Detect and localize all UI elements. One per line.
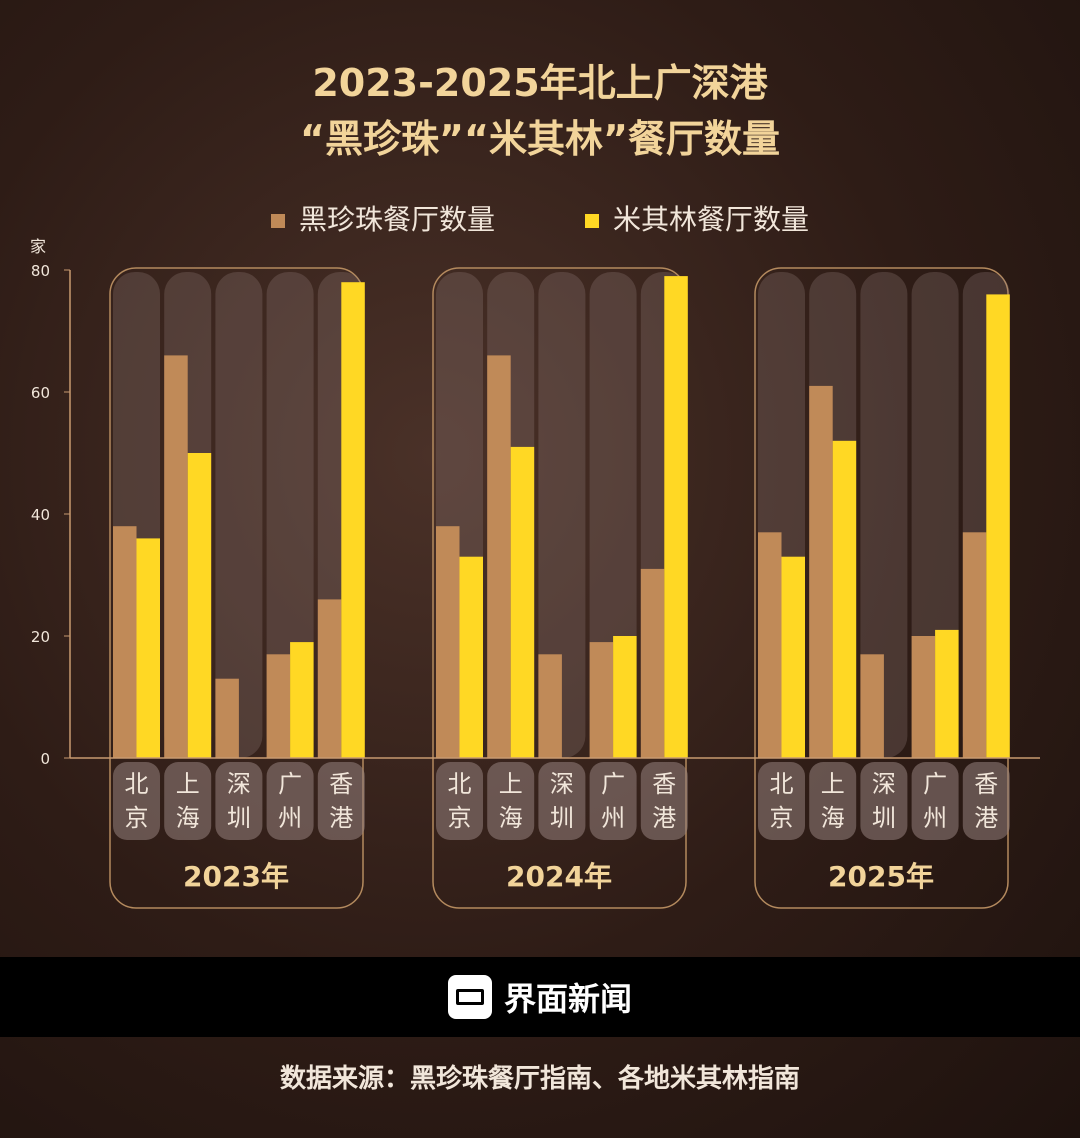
bar-black-pearl: [809, 385, 833, 758]
bar-michelin: [664, 276, 688, 758]
bar-black-pearl: [640, 568, 665, 758]
y-tick-label: 80: [31, 262, 50, 280]
category-label-line1: 深: [550, 770, 574, 798]
legend-label: 黑珍珠餐厅数量: [298, 203, 495, 236]
bar-black-pearl: [164, 355, 188, 758]
category-label-line1: 北: [448, 770, 472, 798]
category-label-line2: 圳: [872, 804, 896, 832]
category-label-line1: 广: [601, 770, 625, 798]
category-label-line1: 香: [652, 770, 676, 798]
category-label-line1: 北: [770, 770, 794, 798]
category-pill: [962, 762, 1010, 840]
category-pill: [487, 762, 535, 840]
category-label-line1: 上: [499, 770, 523, 798]
category-label-line2: 海: [499, 804, 523, 832]
category-pill: [317, 762, 365, 840]
bar-black-pearl: [215, 678, 239, 758]
brand-logo-icon: [447, 975, 492, 1019]
bar-michelin: [290, 642, 314, 758]
legend-item-michelin: 米其林餐厅数量: [585, 198, 809, 238]
bar-black-pearl: [436, 526, 460, 758]
category-label-line1: 深: [227, 770, 251, 798]
bar-michelin: [187, 453, 212, 758]
y-tick-label: 0: [40, 750, 50, 768]
category-label-line1: 深: [872, 770, 896, 798]
group-label: 2023年: [183, 860, 289, 893]
y-axis-label: 家: [30, 237, 46, 256]
bar-michelin: [341, 282, 365, 758]
chart-title-line1: 2023-2025年北上广深港: [312, 61, 768, 105]
legend-swatch: [270, 214, 285, 228]
brand-name: 界面新闻: [503, 980, 632, 1018]
y-tick-label: 60: [31, 384, 50, 402]
column-track: [266, 272, 314, 758]
bar-michelin: [459, 556, 483, 758]
category-label-line2: 港: [652, 804, 676, 832]
brand-band: 界面新闻: [0, 957, 1080, 1037]
legend-swatch: [585, 214, 599, 228]
y-tick-label: 20: [31, 628, 50, 646]
category-pill: [164, 762, 212, 840]
legend-item-black-pearl: 黑珍珠餐厅数量: [270, 198, 495, 238]
bar-black-pearl: [113, 526, 137, 758]
bar-black-pearl: [487, 355, 511, 758]
bar-michelin: [832, 440, 857, 758]
category-pill: [266, 762, 314, 840]
category-label-line2: 港: [974, 804, 998, 832]
category-pill: [640, 762, 688, 840]
y-tick-label: 40: [31, 506, 50, 524]
legend: 黑珍珠餐厅数量 米其林餐厅数量: [0, 198, 1080, 238]
category-pill: [436, 762, 483, 840]
category-label-line1: 上: [821, 770, 845, 798]
bar-chart: 家020406080北京上海深圳广州香港2023年北京上海深圳广州香港2024年…: [30, 237, 1040, 909]
category-label-line1: 香: [974, 770, 998, 798]
bar-michelin: [613, 636, 637, 758]
category-pill: [215, 762, 263, 840]
category-pill: [809, 762, 857, 840]
category-label-line2: 海: [176, 804, 200, 832]
column-track: [538, 272, 586, 758]
bar-black-pearl: [962, 532, 987, 758]
category-pill: [758, 762, 805, 840]
category-label-line1: 广: [923, 770, 947, 798]
bar-michelin: [986, 294, 1010, 758]
category-pill: [113, 762, 160, 840]
category-label-line2: 州: [923, 804, 947, 832]
data-source: 数据来源：黑珍珠餐厅指南、各地米其林指南: [279, 1064, 800, 1094]
column-track: [215, 272, 263, 758]
category-label-line1: 北: [125, 770, 149, 798]
chart-title-line2: “黑珍珠”“米其林”餐厅数量: [300, 117, 780, 161]
category-label-line2: 港: [329, 804, 353, 832]
bar-black-pearl: [589, 642, 614, 758]
bar-michelin: [510, 446, 535, 758]
category-pill: [911, 762, 959, 840]
bar-michelin: [136, 538, 160, 758]
category-label-line2: 京: [125, 804, 149, 832]
category-pill: [538, 762, 586, 840]
category-label-line2: 京: [770, 804, 794, 832]
category-label-line2: 圳: [227, 804, 251, 832]
group-label: 2025年: [828, 860, 934, 893]
legend-label: 米其林餐厅数量: [613, 203, 810, 236]
category-label-line2: 州: [601, 804, 625, 832]
bar-black-pearl: [266, 654, 291, 758]
group-label: 2024年: [506, 860, 612, 893]
category-label-line2: 圳: [550, 804, 574, 832]
bar-michelin: [935, 629, 959, 758]
bar-michelin: [781, 556, 805, 758]
category-label-line1: 香: [329, 770, 353, 798]
bar-black-pearl: [911, 636, 936, 758]
bar-black-pearl: [317, 599, 342, 758]
category-label-line2: 海: [821, 804, 845, 832]
category-label-line2: 州: [278, 804, 302, 832]
category-label-line1: 广: [278, 770, 302, 798]
bar-black-pearl: [860, 654, 884, 758]
bar-black-pearl: [758, 532, 782, 758]
bar-black-pearl: [538, 654, 562, 758]
category-label-line1: 上: [176, 770, 200, 798]
category-pill: [860, 762, 908, 840]
category-label-line2: 京: [448, 804, 472, 832]
category-pill: [589, 762, 637, 840]
column-track: [860, 272, 908, 758]
